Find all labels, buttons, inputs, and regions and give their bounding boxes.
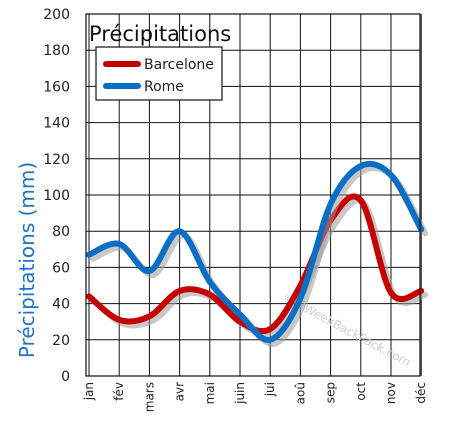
- x-tick-label: oct: [354, 382, 368, 401]
- x-tick-label: aoû: [293, 382, 307, 404]
- y-tick-label: 100: [43, 188, 70, 204]
- series-lines: [86, 160, 429, 347]
- x-tick-label: nov: [384, 382, 398, 404]
- y-tick-label: 120: [43, 152, 70, 168]
- x-tick-label: jan: [82, 382, 96, 401]
- chart-title: Précipitations: [89, 22, 231, 46]
- x-axis-ticks: jan fév mars avr mai juin jui aoû sep oct nov déc: [82, 382, 428, 413]
- x-tick-label: sep: [324, 382, 338, 403]
- y-tick-label: 200: [43, 7, 70, 23]
- x-tick-label: jui: [263, 382, 277, 397]
- x-tick-label: déc: [414, 382, 428, 404]
- legend-label-barcelone: Barcelone: [144, 57, 214, 73]
- y-axis-label: Précipitations (mm): [15, 162, 39, 358]
- x-tick-label: avr: [173, 382, 187, 401]
- y-tick-label: 80: [52, 224, 70, 240]
- legend-box: [95, 46, 223, 101]
- x-tick-label: mars: [142, 382, 156, 412]
- x-tick-label: fév: [112, 382, 126, 401]
- y-tick-label: 60: [52, 260, 70, 276]
- y-tick-label: 180: [43, 43, 70, 59]
- y-axis-ticks: 0 20 40 60 80 100 120 140 160 180 200: [43, 7, 70, 385]
- y-tick-label: 160: [43, 79, 70, 95]
- y-tick-label: 20: [52, 333, 70, 349]
- y-tick-label: 140: [43, 116, 70, 132]
- y-tick-label: 0: [61, 369, 70, 385]
- x-tick-label: mai: [203, 382, 217, 404]
- y-tick-label: 40: [52, 297, 70, 313]
- legend-label-rome: Rome: [144, 79, 184, 95]
- series-line-barcelone: [86, 193, 425, 335]
- x-tick-label: juin: [233, 382, 247, 405]
- plot-border: [85, 13, 421, 377]
- legend: Barcelone Rome: [95, 46, 223, 101]
- series-line-rome: [86, 160, 425, 343]
